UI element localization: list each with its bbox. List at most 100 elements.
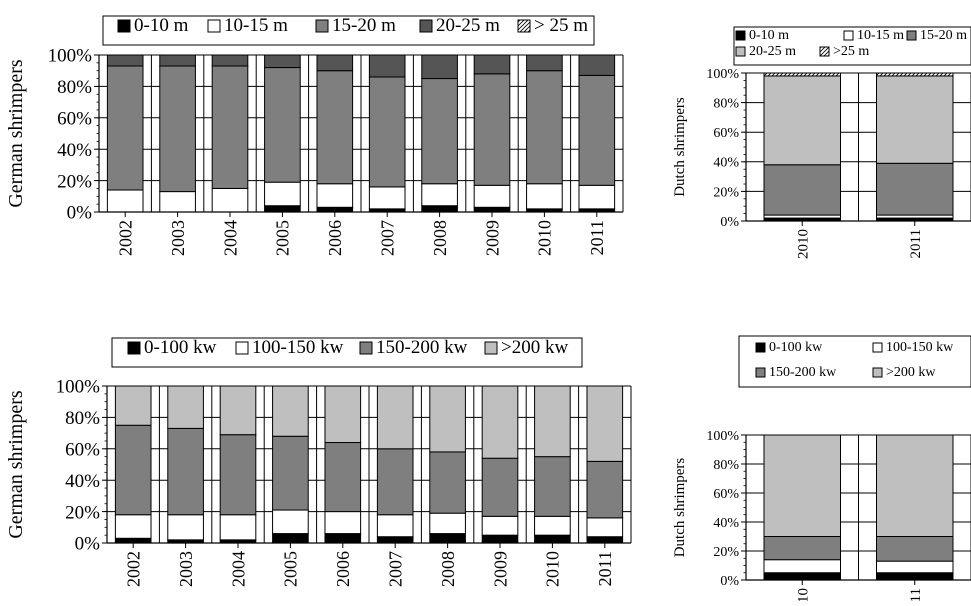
x-tick-label: 2007 — [378, 220, 398, 256]
legend-label: >200 kw — [501, 337, 568, 358]
bar-segment-2004-1 — [211, 187, 249, 213]
legend-swatch — [735, 30, 746, 41]
bar-segment-2007-2 — [376, 448, 414, 516]
x-tick-label: 2002 — [124, 551, 144, 587]
legend-swatch — [517, 19, 531, 33]
y-tick-label: 0% — [75, 534, 101, 555]
legend-label: 10-15 m — [857, 28, 904, 43]
bar-segment-2003-2 — [167, 427, 204, 516]
bar-segment-2008-3 — [421, 54, 458, 80]
legend-label: 20-25 m — [436, 15, 500, 36]
bar-segment-2006-1 — [324, 511, 362, 535]
x-tick-label: 2010 — [535, 220, 555, 256]
bar-segment-2002-3 — [106, 54, 144, 67]
legend-swatch — [843, 30, 854, 41]
legend-swatch — [315, 19, 329, 33]
y-tick-label: 0% — [720, 215, 739, 230]
y-tick-label: 100% — [706, 67, 739, 82]
bar-segment-2011-1 — [586, 517, 624, 538]
bar-segment-2005-0 — [272, 533, 309, 544]
legend-item: 20-25 m — [735, 44, 796, 59]
bar-segment-2006-2 — [324, 442, 362, 513]
y-tick-label: 80% — [713, 458, 739, 473]
x-tick-label: 2003 — [176, 551, 196, 587]
y-tick-label: 60% — [65, 439, 100, 460]
bar-segment-2004-3 — [211, 54, 249, 67]
legend-label: 150-200 kw — [376, 337, 468, 358]
legend-label: >200 kw — [886, 365, 936, 380]
legend-swatch — [872, 342, 883, 353]
y-tick-label: 100% — [706, 429, 739, 444]
bar-segment-2009-0 — [473, 206, 511, 213]
bar-segment-2011-2 — [578, 74, 616, 186]
bar-segment-2008-2 — [421, 78, 458, 185]
bar-segment-2009-1 — [473, 184, 511, 208]
legend-label: 20-25 m — [749, 44, 796, 59]
german-power-chart: 0% 20% 40% 60% 80% 100% 2002 2003 2004 2005 2006 20… — [5, 337, 632, 587]
legend-label: 100-150 kw — [886, 340, 954, 355]
bar-segment-2007-1 — [376, 514, 414, 538]
legend-item: 150-200 kw — [755, 365, 837, 380]
legend-label: > 25 m — [534, 15, 588, 36]
legend-swatch — [117, 19, 131, 33]
bar-segment-2010-3 — [526, 54, 563, 72]
german-length-chart: 0% 20% 40% 60% 80% 100% 2002 2003 2004 2005 2006 20… — [5, 15, 624, 256]
y-axis-label: German shrimpers — [5, 59, 27, 208]
bar-segment-2009-2 — [481, 457, 519, 517]
legend-label: 0-100 kw — [144, 337, 217, 358]
x-tick-label: 2010 — [543, 551, 563, 587]
bar-segment-2004-3 — [219, 385, 257, 436]
bar-segment-2006-0 — [324, 533, 362, 544]
bar-segment-2005-2 — [272, 435, 309, 511]
legend-swatch — [207, 19, 221, 33]
legend-swatch — [127, 341, 141, 355]
bar-segment-2011-3 — [876, 434, 954, 537]
legend-item: 10-15 m — [207, 15, 288, 36]
x-tick-label: 2008 — [438, 551, 458, 587]
legend-box — [102, 15, 595, 46]
x-tick-label: 2006 — [333, 551, 353, 587]
bar-segment-2006-3 — [324, 385, 362, 444]
bar-segment-2003-3 — [167, 385, 204, 429]
legend-swatch — [819, 46, 830, 57]
bar-segment-2007-3 — [368, 54, 406, 78]
legend-swatch — [735, 46, 746, 57]
legend-box — [111, 337, 583, 368]
bar-segment-2006-3 — [316, 54, 354, 72]
bar-segment-2005-2 — [264, 67, 301, 183]
y-tick-label: 80% — [713, 97, 739, 112]
bar-segment-2009-0 — [481, 534, 519, 544]
y-tick-label: 40% — [65, 471, 100, 492]
legend-label: 100-150 kw — [252, 337, 344, 358]
legend-label: >25 m — [833, 44, 869, 59]
x-tick-label: 2011 — [595, 551, 615, 586]
bar-segment-2011-1 — [876, 560, 954, 574]
bar-segment-2010-3 — [763, 75, 841, 166]
bar-segment-2003-3 — [159, 54, 196, 67]
bar-segment-2003-1 — [167, 514, 204, 541]
bar-segment-2005-3 — [264, 54, 301, 69]
bar-segment-2010-3 — [534, 385, 571, 458]
y-tick-label: 100% — [48, 46, 93, 67]
bar-segment-2005-3 — [272, 385, 309, 437]
bar-segment-2005-1 — [264, 181, 301, 207]
bar-segment-2002-2 — [106, 65, 144, 191]
bar-segment-2010-1 — [534, 515, 571, 536]
legend-item: 20-25 m — [419, 15, 500, 36]
legend-item: 100-150 kw — [872, 340, 954, 355]
y-axis-label: German shrimpers — [5, 390, 27, 539]
bar-segment-2002-3 — [114, 385, 152, 426]
bar-segment-2006-0 — [316, 206, 354, 213]
bar-segment-2010-2 — [763, 164, 841, 216]
legend-label: 0-10 m — [134, 15, 189, 36]
legend-swatch — [872, 367, 883, 378]
y-tick-label: 20% — [57, 171, 92, 192]
bar-segment-2005-1 — [272, 509, 309, 535]
x-tick-label: 2005 — [281, 551, 301, 587]
bar-segment-2003-2 — [159, 65, 196, 193]
legend-swatch — [419, 19, 433, 33]
legend-item: 15-20 m — [906, 28, 967, 43]
bar-segment-2011-0 — [876, 572, 954, 581]
